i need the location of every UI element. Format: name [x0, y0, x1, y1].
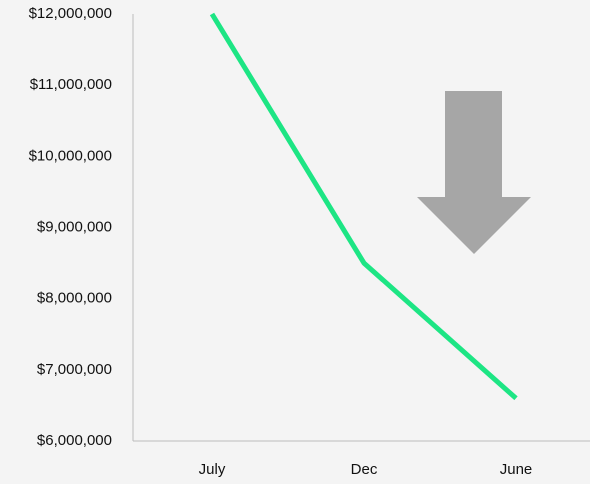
x-tick-label: July: [199, 461, 226, 478]
y-tick-label: $7,000,000: [37, 361, 112, 378]
x-tick-label: Dec: [351, 461, 378, 478]
line: [209, 12, 518, 401]
down-arrow: [417, 91, 531, 254]
y-tick-label: $10,000,000: [29, 147, 112, 164]
y-tick-label: $6,000,000: [37, 432, 112, 449]
y-tick-label: $11,000,000: [30, 76, 112, 93]
y-tick-label: $12,000,000: [29, 5, 112, 22]
y-tick-label: $8,000,000: [37, 290, 112, 307]
y-tick-label: $9,000,000: [37, 218, 112, 235]
x-tick-label: June: [500, 461, 533, 478]
